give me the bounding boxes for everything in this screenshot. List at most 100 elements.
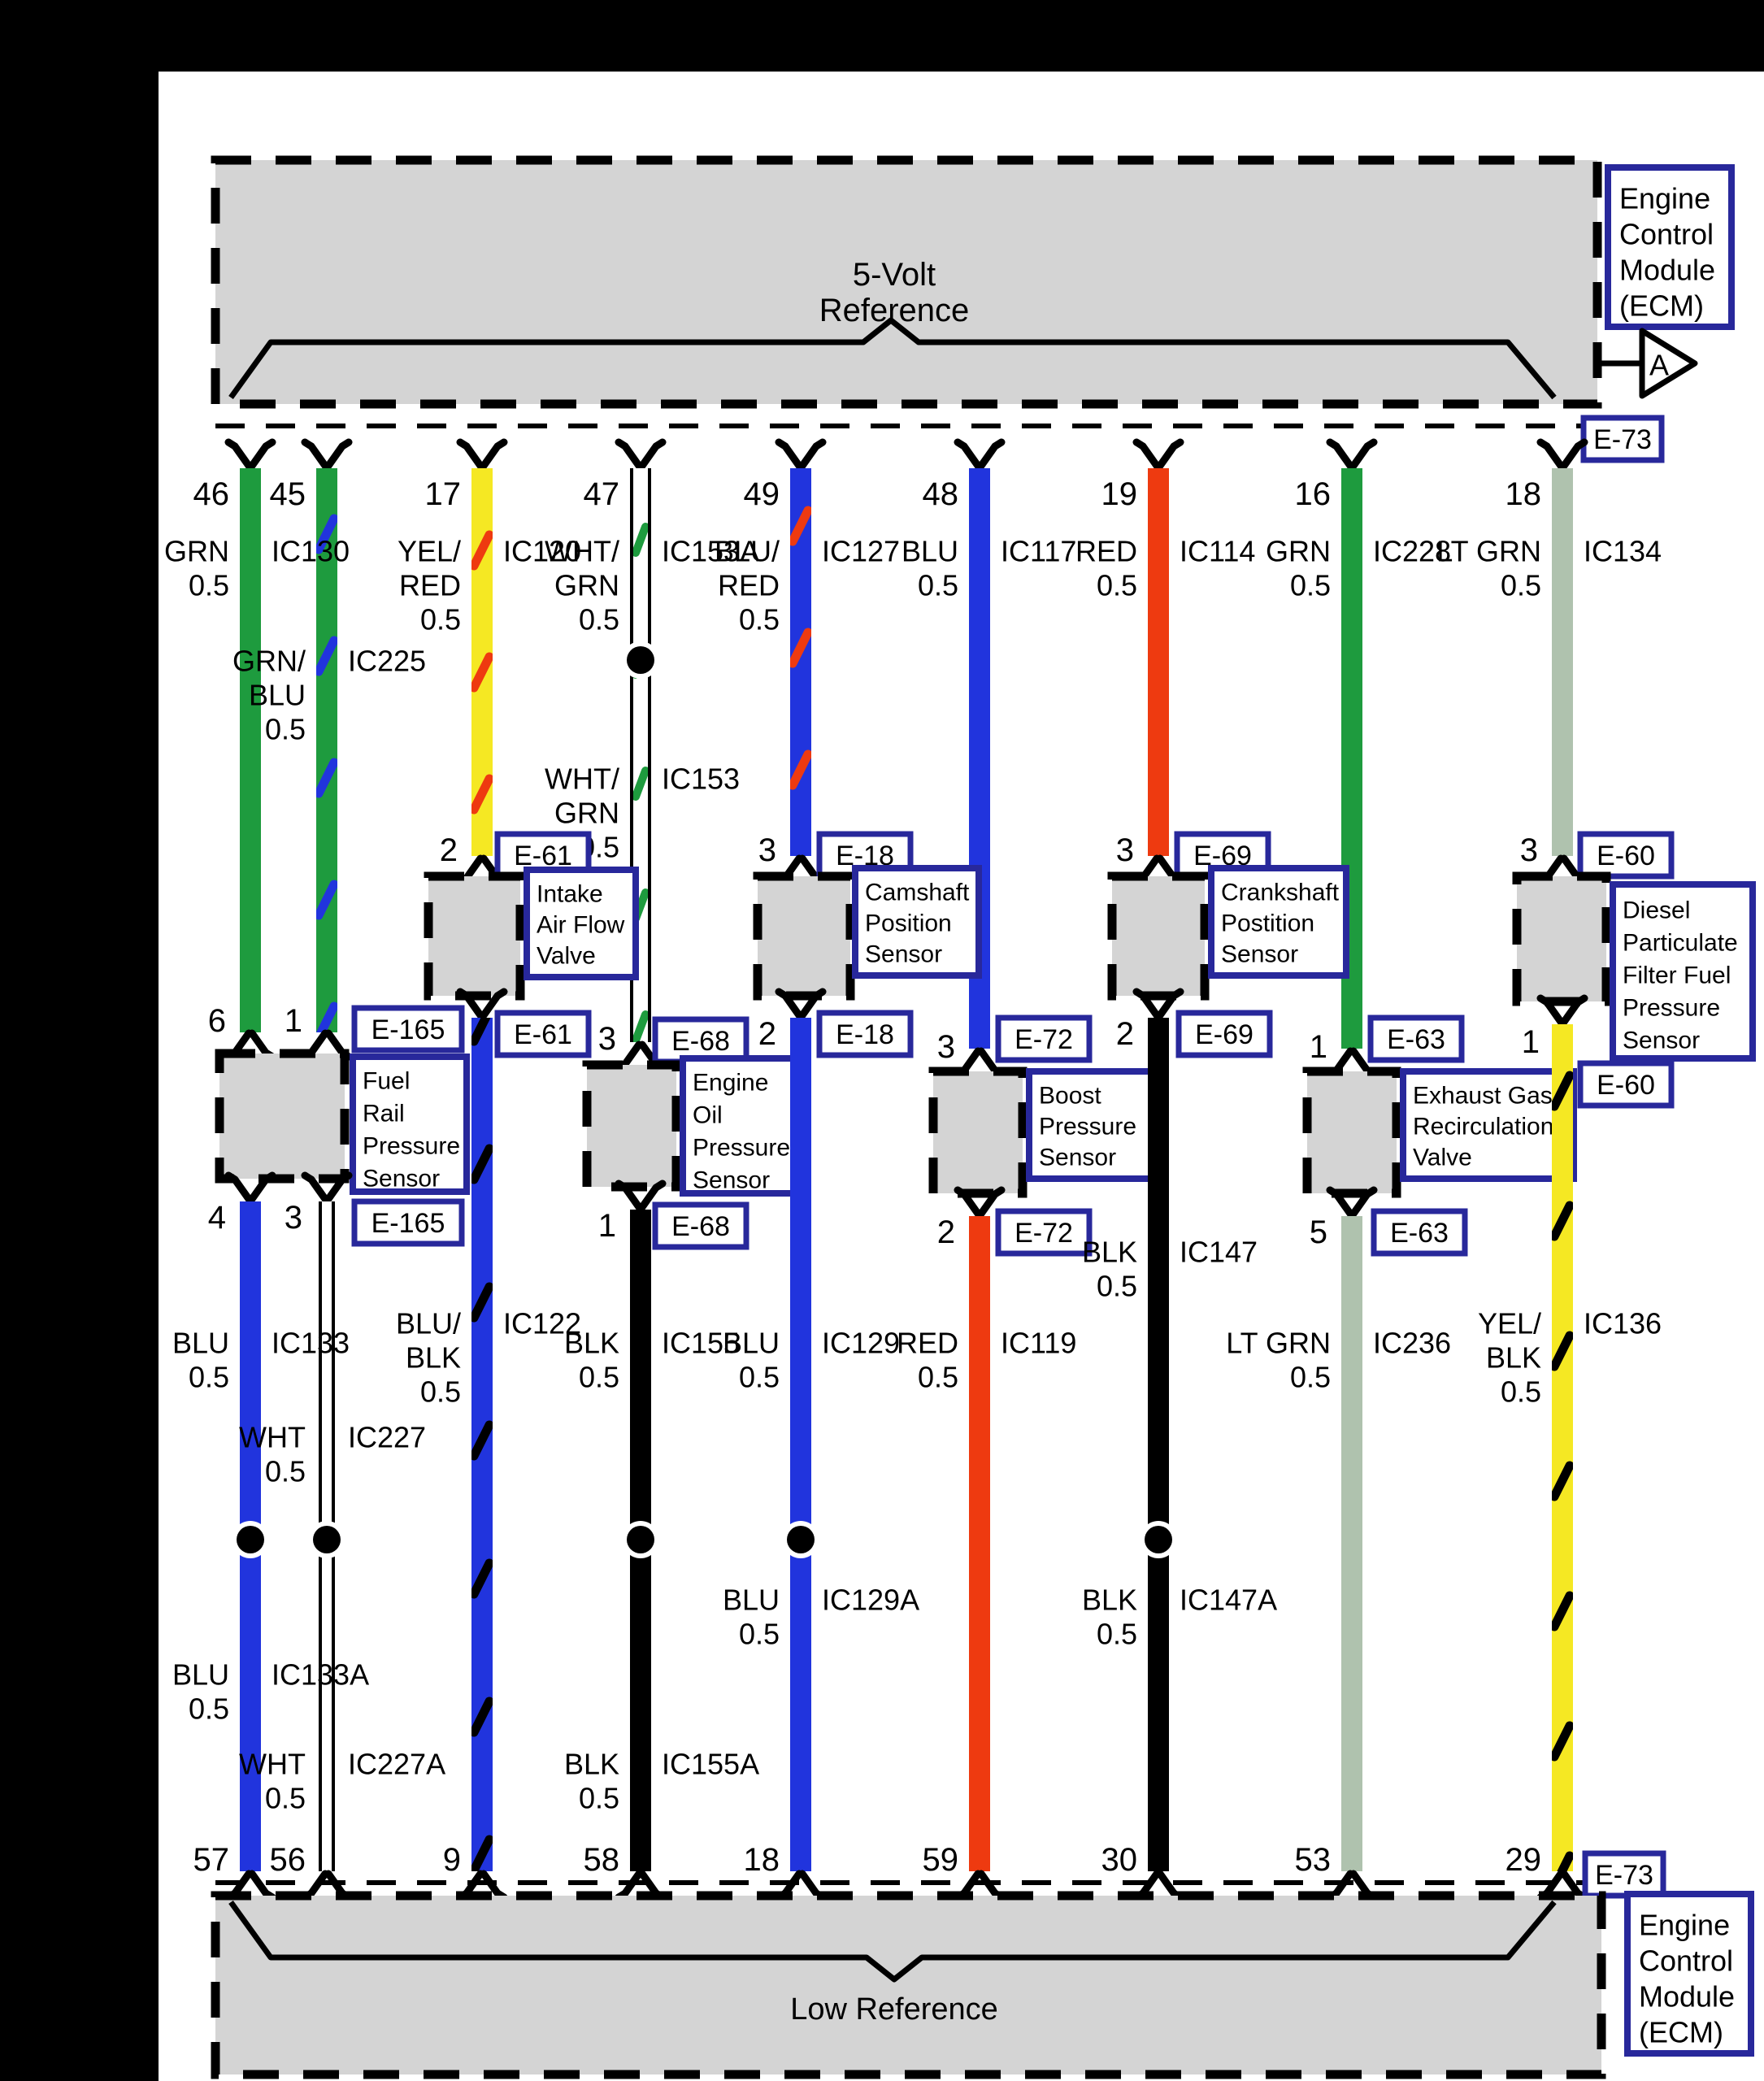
connector-label-e60-top: E-60	[1597, 841, 1655, 871]
ecm-bottom-pins: 57 56 9 58 18 59 30 53 29 E-73	[193, 1842, 1666, 1897]
sensor-label-box-camshaft	[852, 865, 982, 979]
sensor-box-boost	[928, 1067, 1028, 1198]
wire-gauge-label: 0.5	[579, 603, 619, 636]
connector-label-e63-top: E-63	[1387, 1024, 1445, 1055]
pin-number-59: 59	[923, 1842, 959, 1878]
circuit-id-label: IC227A	[348, 1748, 445, 1781]
wire-color-label: BLK	[564, 1327, 619, 1360]
circuit-id-label: IC133	[272, 1327, 350, 1360]
wire-color-label: BLU	[723, 1327, 780, 1360]
wire-color-label: WHT	[239, 1421, 306, 1454]
sensor-name-line: Pressure	[1039, 1114, 1136, 1140]
pin-number-18: 18	[1505, 476, 1542, 512]
connector-label-e63-bottom-box	[1371, 1208, 1468, 1257]
connector-label-e60-bottom-box	[1577, 1060, 1675, 1109]
wire-color-label: RED	[399, 569, 461, 602]
ecm-top-module: 5-Volt Reference Engine Control Module (…	[211, 155, 1735, 463]
wire-gauge-label: 0.5	[918, 569, 958, 602]
sensor-pin-number: 1	[1310, 1029, 1327, 1065]
pin-number-49: 49	[744, 476, 780, 512]
wire-color-label: RED	[897, 1327, 958, 1360]
upper-wire-labels: GRN 0.5 IC130 GRN/ BLU 0.5 IC225 YEL/ RE…	[164, 535, 1662, 864]
connector-label-e61-top: E-61	[514, 841, 572, 871]
wire-gauge-label: 0.5	[189, 1692, 229, 1726]
wire-color-label: BLK	[1486, 1341, 1541, 1375]
lower-wires	[232, 1018, 1573, 1871]
sensor-pin-number: 6	[208, 1003, 226, 1039]
circuit-id-label: IC228	[1373, 535, 1451, 568]
circuit-id-label: IC153A	[662, 535, 759, 568]
connector-label-e73-top: E-73	[1593, 424, 1652, 455]
circuit-id-label: IC227	[348, 1421, 426, 1454]
wire-color-label: WHT/	[545, 762, 619, 796]
sensor-pin-number: 2	[1116, 1016, 1134, 1052]
sensor-intake-air-flow-valve: 2 E-61 Intake Air Flow Valve 3 E-61	[424, 831, 639, 1058]
sensor-egr-valve: 1 E-63 Exhaust Gas Recirculation Valve 5…	[1302, 1014, 1577, 1257]
circuit-id-label: IC147	[1180, 1236, 1258, 1269]
connector-label-e165-top: E-165	[371, 1014, 445, 1045]
pin-number-48: 48	[923, 476, 959, 512]
sensor-pin-number: 1	[1522, 1024, 1540, 1060]
sensor-name-line: Pressure	[363, 1133, 460, 1160]
pin-number-19: 19	[1101, 476, 1138, 512]
sensor-name-line: Fuel	[363, 1068, 410, 1095]
arrow-a-label: A	[1649, 349, 1669, 382]
sensor-camshaft-position: 3 E-18 Camshaft Position Sensor 2 E-18	[753, 831, 982, 1058]
wire-color-label: BLU	[172, 1327, 229, 1360]
ecm-bottom-label-box	[1624, 1891, 1754, 2057]
sensor-pin-number: 2	[440, 832, 458, 868]
sensor-pin-number: 5	[1310, 1214, 1327, 1250]
pin-number-16: 16	[1295, 476, 1332, 512]
sensor-pin-number: 3	[285, 1200, 302, 1236]
sensor-name-line: Valve	[537, 943, 596, 970]
pin-number-58: 58	[584, 1842, 620, 1878]
ecm-bottom-label-line1: Engine	[1639, 1909, 1730, 1942]
sensor-name-line: Exhaust Gas	[1413, 1083, 1553, 1110]
wire-gauge-label: 0.5	[265, 713, 306, 746]
wire-gauge-label: 0.5	[189, 569, 229, 602]
wire-color-label: GRN	[554, 797, 619, 830]
junction-dot-ic155	[627, 1526, 654, 1553]
connector-label-e165-bottom-box	[351, 1198, 465, 1247]
sensor-name-line: Postition	[1221, 910, 1314, 937]
sensor-pin-number: 3	[598, 1021, 616, 1057]
connector-label-e72-top-box	[995, 1014, 1093, 1063]
wire-gauge-label: 0.5	[420, 603, 461, 636]
connector-label-e165-top-box	[351, 1005, 465, 1054]
wire-gauge-label: 0.5	[420, 1375, 461, 1409]
circuit-id-label: IC122	[503, 1307, 581, 1340]
wire-color-label: YEL/	[1478, 1307, 1541, 1340]
low-reference-title: Low Reference	[790, 1992, 998, 2027]
wire-gauge-label: 0.5	[579, 1782, 619, 1815]
sensor-engine-oil-pressure: 3 E-68 Engine Oil Pressure Sensor 1 E-68	[582, 1016, 800, 1250]
ecm-top-label-box	[1605, 164, 1735, 330]
wire-gauge-label: 0.5	[1097, 569, 1137, 602]
circuit-id-label: IC130	[272, 535, 350, 568]
wire-color-label: BLK	[1082, 1584, 1137, 1617]
circuit-id-label: IC225	[348, 645, 426, 678]
sensor-pin-number: 3	[1520, 832, 1538, 868]
ecm-top-label-line1: Engine	[1619, 182, 1710, 215]
circuit-id-label: IC117	[1001, 535, 1076, 568]
circuit-id-label: IC127	[822, 535, 900, 568]
pin-number-47: 47	[584, 476, 620, 512]
sensor-name-line: Filter Fuel	[1623, 962, 1731, 989]
connector-label-e72-top: E-72	[1015, 1024, 1073, 1055]
circuit-id-label: IC119	[1001, 1327, 1076, 1360]
sensor-name-line: Pressure	[1623, 995, 1720, 1022]
sensor-name-line: Crankshaft	[1221, 880, 1340, 906]
wire-gauge-label: 0.5	[579, 1361, 619, 1394]
connector-label-e73-bottom: E-73	[1595, 1860, 1653, 1891]
circuit-id-label: IC129	[822, 1327, 900, 1360]
sensor-label-box-crankshaft	[1208, 865, 1349, 979]
arrow-a-triangle-icon	[1639, 328, 1698, 399]
connector-label-e63-top-box	[1367, 1014, 1465, 1063]
sensor-name-line: Intake	[537, 881, 603, 908]
wire-gauge-label: 0.5	[1501, 569, 1541, 602]
sensor-pin-number: 1	[285, 1003, 302, 1039]
connector-label-e60-bottom: E-60	[1597, 1070, 1655, 1101]
connector-label-e61-bottom-box	[494, 1010, 592, 1058]
wire-color-label: GRN	[164, 535, 229, 568]
wire-color-label: YEL/	[398, 535, 461, 568]
